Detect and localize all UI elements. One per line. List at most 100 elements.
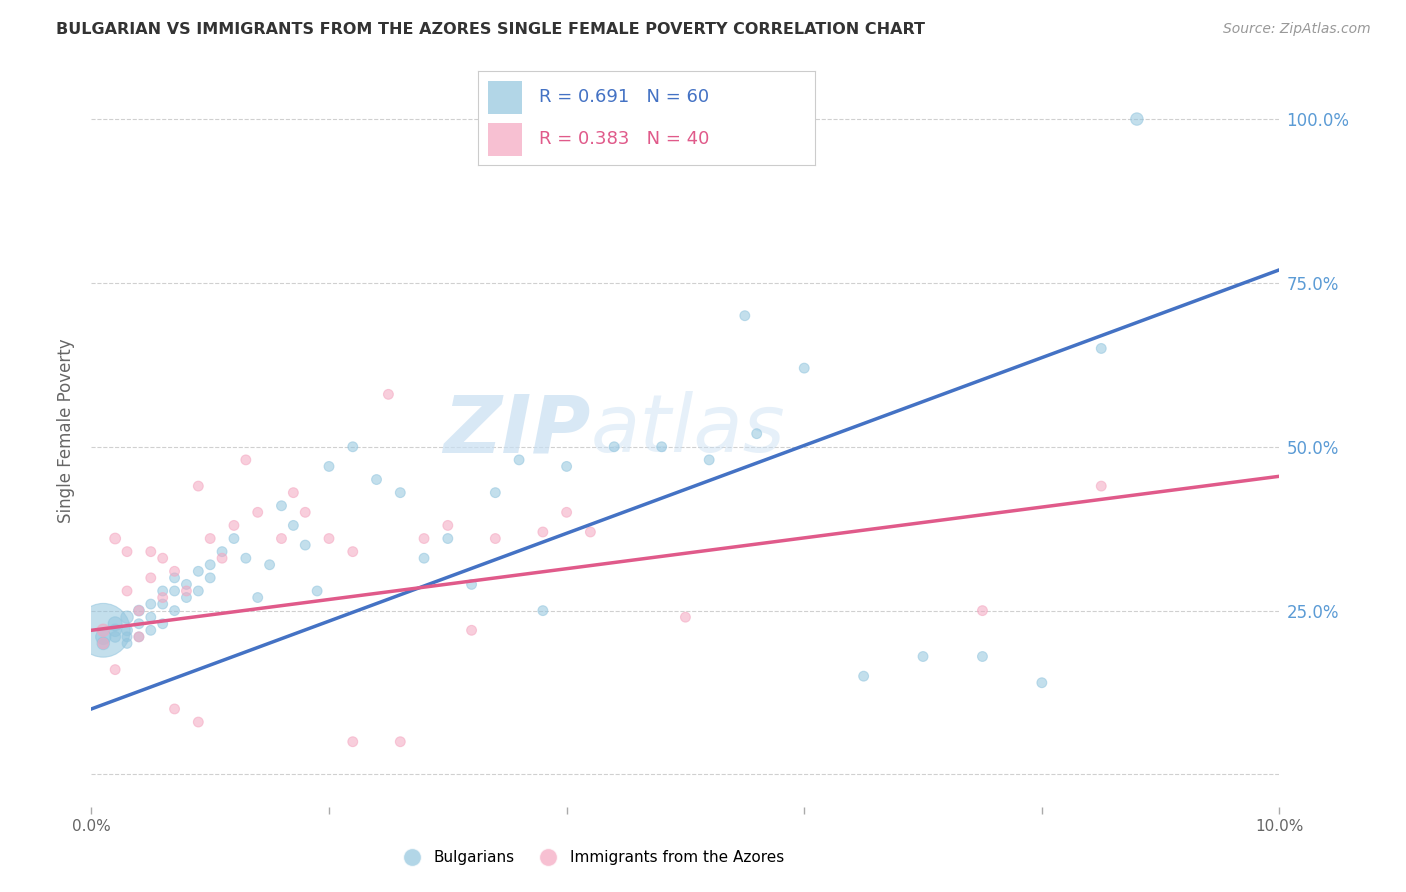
Point — [91, 636, 114, 650]
Text: ZIP: ZIP — [443, 392, 591, 469]
Point — [128, 630, 150, 644]
Point — [270, 499, 292, 513]
Point — [128, 630, 150, 644]
Point — [413, 532, 436, 546]
Point — [436, 518, 458, 533]
Point — [235, 551, 257, 566]
Text: atlas: atlas — [591, 392, 785, 469]
Point — [342, 735, 364, 749]
Point — [1031, 675, 1053, 690]
Point — [139, 624, 162, 638]
Point — [318, 532, 340, 546]
Point — [152, 551, 174, 566]
Point — [377, 387, 399, 401]
Point — [1126, 112, 1149, 126]
Point — [152, 584, 174, 599]
Point — [734, 309, 756, 323]
Point — [460, 577, 482, 591]
Point — [555, 459, 578, 474]
Point — [673, 610, 696, 624]
Point — [413, 551, 436, 566]
Text: Source: ZipAtlas.com: Source: ZipAtlas.com — [1223, 22, 1371, 37]
Point — [200, 532, 222, 546]
Point — [436, 532, 458, 546]
Point — [697, 453, 720, 467]
Point — [508, 453, 530, 467]
Point — [115, 636, 138, 650]
Point — [211, 551, 233, 566]
Point — [745, 426, 768, 441]
Bar — [488, 123, 522, 156]
Legend: Bulgarians, Immigrants from the Azores: Bulgarians, Immigrants from the Azores — [391, 844, 790, 871]
Text: R = 0.383   N = 40: R = 0.383 N = 40 — [538, 130, 709, 148]
Point — [176, 577, 198, 591]
Point — [115, 624, 138, 638]
Point — [852, 669, 875, 683]
Point — [972, 604, 994, 618]
Point — [91, 630, 114, 644]
Point — [531, 524, 554, 539]
Point — [200, 571, 222, 585]
Point — [104, 532, 127, 546]
Point — [307, 584, 329, 599]
Point — [128, 604, 150, 618]
Point — [270, 532, 292, 546]
Point — [152, 591, 174, 605]
Point — [163, 564, 186, 578]
Point — [222, 532, 245, 546]
Point — [104, 616, 127, 631]
Point — [389, 485, 412, 500]
Point — [366, 473, 388, 487]
Point — [139, 597, 162, 611]
Point — [152, 616, 174, 631]
Point — [163, 584, 186, 599]
Point — [294, 505, 316, 519]
Point — [484, 485, 506, 500]
Point — [115, 584, 138, 599]
Point — [163, 604, 186, 618]
Bar — [488, 81, 522, 113]
Point — [294, 538, 316, 552]
Point — [91, 624, 114, 638]
Point — [104, 630, 127, 644]
Point — [115, 630, 138, 644]
Point — [187, 479, 209, 493]
Point — [163, 702, 186, 716]
Point — [531, 604, 554, 618]
Point — [200, 558, 222, 572]
Point — [115, 544, 138, 558]
Point — [793, 361, 815, 376]
Point — [139, 544, 162, 558]
Point — [283, 485, 305, 500]
Point — [187, 584, 209, 599]
Point — [342, 440, 364, 454]
Y-axis label: Single Female Poverty: Single Female Poverty — [58, 338, 76, 523]
Point — [176, 591, 198, 605]
Point — [139, 610, 162, 624]
Point — [128, 604, 150, 618]
Point — [1090, 479, 1112, 493]
Point — [651, 440, 673, 454]
Point — [1090, 342, 1112, 356]
Point — [246, 591, 269, 605]
Point — [104, 663, 127, 677]
Point — [222, 518, 245, 533]
Point — [187, 714, 209, 729]
Point — [579, 524, 602, 539]
Point — [259, 558, 281, 572]
Point — [152, 597, 174, 611]
Text: BULGARIAN VS IMMIGRANTS FROM THE AZORES SINGLE FEMALE POVERTY CORRELATION CHART: BULGARIAN VS IMMIGRANTS FROM THE AZORES … — [56, 22, 925, 37]
Point — [603, 440, 626, 454]
Point — [460, 624, 482, 638]
Point — [246, 505, 269, 519]
Point — [91, 624, 114, 638]
Point — [972, 649, 994, 664]
Point — [91, 636, 114, 650]
Point — [139, 571, 162, 585]
Point — [555, 505, 578, 519]
Point — [115, 610, 138, 624]
Point — [283, 518, 305, 533]
Point — [211, 544, 233, 558]
Point — [176, 584, 198, 599]
Point — [389, 735, 412, 749]
